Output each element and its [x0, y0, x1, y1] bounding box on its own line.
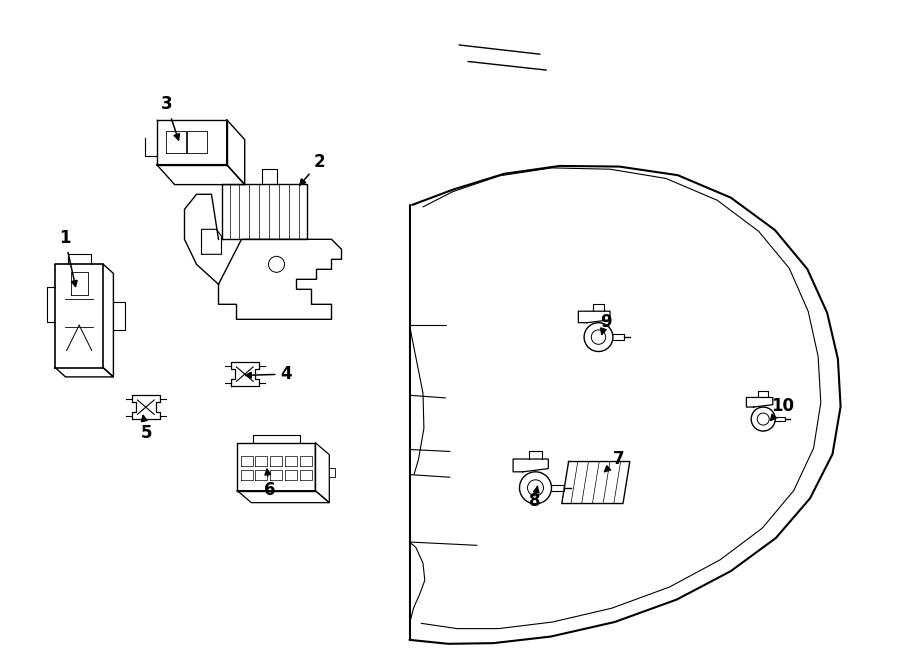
Text: 3: 3 — [161, 95, 179, 140]
Text: 7: 7 — [605, 450, 624, 471]
Text: 6: 6 — [265, 469, 275, 500]
Text: 2: 2 — [300, 153, 325, 185]
Text: 4: 4 — [246, 365, 292, 383]
Text: 1: 1 — [59, 229, 77, 286]
Text: 10: 10 — [770, 397, 795, 420]
Text: 5: 5 — [141, 416, 152, 442]
Text: 8: 8 — [529, 486, 540, 510]
Text: 9: 9 — [600, 313, 611, 334]
